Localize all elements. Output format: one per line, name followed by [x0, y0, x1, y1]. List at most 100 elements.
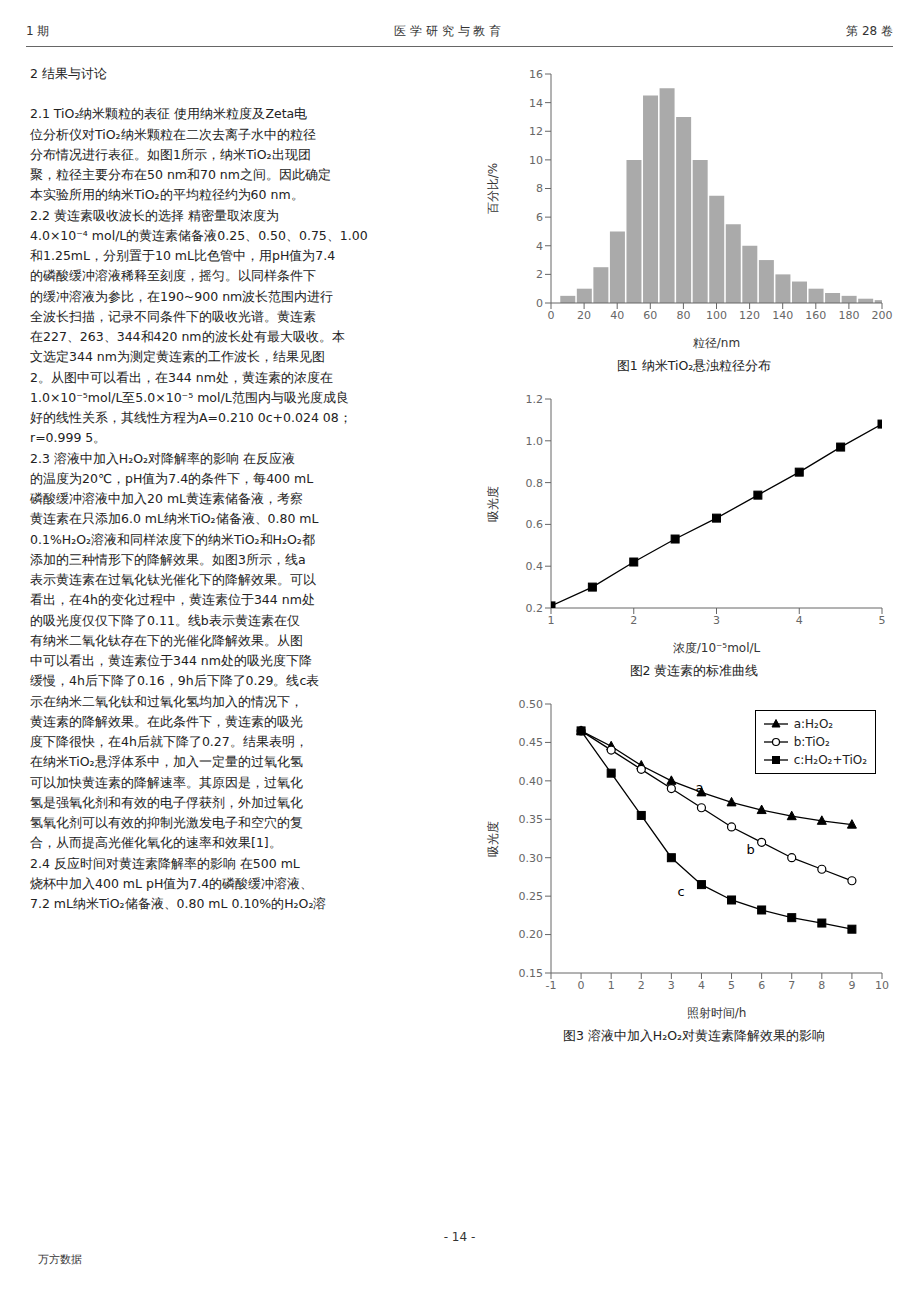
svg-text:5: 5 [879, 614, 886, 627]
html-text:全波长扫描，记录不同条件下的吸收光谱。黄连素: 全波长扫描，记录不同条件下的吸收光谱。黄连素 [30, 308, 316, 324]
svg-text:0.40: 0.40 [519, 775, 544, 788]
html-text:合，从而提高光催化氧化的速率和效果[1]。: 合，从而提高光催化氧化的速率和效果[1]。 [30, 835, 282, 851]
html-text:和1.25mL，分别置于10 mL比色管中，用pH值为7.4: 和1.25mL，分别置于10 mL比色管中，用pH值为7.4 [30, 248, 336, 263]
html-text:1 期: 1 期 [26, 23, 50, 38]
html-text:1.0×10⁻⁵mol/L至5.0×10⁻⁵ mol/L范围: 1.0×10⁻⁵mol/L至5.0×10⁻⁵ mol/L范围内与吸光度成良 [30, 389, 349, 405]
html-text:示在纳米二氧化钛和过氧化氢均加入的情况下，: 示在纳米二氧化钛和过氧化氢均加入的情况下， [30, 693, 303, 709]
svg-text:3: 3 [713, 614, 720, 627]
html-text:医 学 研 究 与 教 育: 医 学 研 究 与 教 育 [394, 23, 502, 38]
svg-text:20: 20 [577, 309, 591, 322]
svg-text:0.6: 0.6 [526, 518, 544, 531]
svg-text:1: 1 [608, 979, 615, 992]
svg-text:b: b [747, 842, 755, 857]
html-text:的温度为20℃，pH值为7.4的条件下，每400 mL: 的温度为20℃，pH值为7.4的条件下，每400 mL [30, 470, 314, 486]
svg-text:0: 0 [536, 297, 543, 310]
svg-text:0: 0 [548, 309, 555, 322]
svg-text:0.35: 0.35 [519, 813, 544, 826]
svg-text:2: 2 [638, 979, 645, 992]
html-text:表示黄连素在过氧化钛光催化下的降解效果。可以: 表示黄连素在过氧化钛光催化下的降解效果。可以 [30, 572, 316, 587]
svg-text:0.50: 0.50 [519, 698, 544, 711]
svg-text:0.30: 0.30 [519, 852, 544, 865]
html-text:有纳米二氧化钛存在下的光催化降解效果。从图: 有纳米二氧化钛存在下的光催化降解效果。从图 [30, 632, 303, 648]
svg-text:0.8: 0.8 [526, 477, 544, 490]
html-text:黄连素的降解效果。在此条件下，黄连素的吸光: 黄连素的降解效果。在此条件下，黄连素的吸光 [30, 713, 303, 729]
svg-text:8: 8 [818, 979, 825, 992]
html-text:文选定344 nm为测定黄连素的工作波长，结果见图: 文选定344 nm为测定黄连素的工作波长，结果见图 [30, 349, 325, 365]
html-text:烧杯中加入400 mL pH值为7.4的磷酸缓冲溶液、: 烧杯中加入400 mL pH值为7.4的磷酸缓冲溶液、 [30, 875, 314, 891]
html-text:氢是强氧化剂和有效的电子俘获剂，外加过氧化: 氢是强氧化剂和有效的电子俘获剂，外加过氧化 [30, 794, 303, 810]
svg-text:吸光度: 吸光度 [486, 821, 500, 857]
svg-text:4: 4 [698, 979, 705, 992]
svg-text:0.15: 0.15 [519, 967, 544, 980]
svg-text:4: 4 [536, 240, 543, 253]
svg-text:14: 14 [529, 97, 543, 110]
html-text:分布情况进行表征。如图1所示，纳米TiO₂出现团: 分布情况进行表征。如图1所示，纳米TiO₂出现团 [30, 146, 311, 162]
svg-text:c: c [677, 884, 684, 899]
svg-text:40: 40 [610, 309, 624, 322]
svg-text:粒径/nm: 粒径/nm [693, 336, 740, 350]
html-text:2.4 反应时间对黄连素降解率的影响 在500 mL: 2.4 反应时间对黄连素降解率的影响 在500 mL [30, 855, 300, 871]
html-text:缓慢，4h后下降了0.16，9h后下降了0.29。线c表: 缓慢，4h后下降了0.16，9h后下降了0.29。线c表 [30, 673, 320, 689]
html-text:添加的三种情形下的降解效果。如图3所示，线a: 添加的三种情形下的降解效果。如图3所示，线a [30, 551, 306, 567]
html-text:4.0×10⁻⁴ mol/L的黄连素储备液0.25、0.50: 4.0×10⁻⁴ mol/L的黄连素储备液0.25、0.50、0.75、1.00 [30, 227, 368, 243]
svg-text:0: 0 [578, 979, 585, 992]
svg-text:200: 200 [872, 309, 893, 322]
svg-text:6: 6 [536, 211, 543, 224]
svg-text:4: 4 [796, 614, 803, 627]
svg-text:160: 160 [805, 309, 826, 322]
html-text:2.3 溶液中加入H₂O₂对降解率的影响 在反应液: 2.3 溶液中加入H₂O₂对降解率的影响 在反应液 [30, 450, 296, 466]
svg-text:60: 60 [643, 309, 657, 322]
svg-text:0.45: 0.45 [519, 736, 544, 749]
svg-text:浓度/10⁻⁵mol/L: 浓度/10⁻⁵mol/L [673, 641, 761, 655]
svg-text:1.0: 1.0 [526, 435, 544, 448]
svg-text:2: 2 [536, 268, 543, 281]
html-text:的缓冲溶液为参比，在190~900 nm波长范围内进行: 的缓冲溶液为参比，在190~900 nm波长范围内进行 [30, 288, 334, 304]
svg-text:3: 3 [668, 979, 675, 992]
svg-text:7: 7 [788, 979, 795, 992]
html-text:2.2 黄连素吸收波长的选择 精密量取浓度为: 2.2 黄连素吸收波长的选择 精密量取浓度为 [30, 207, 279, 223]
svg-text:吸光度: 吸光度 [486, 486, 500, 522]
svg-text:10: 10 [529, 154, 543, 167]
svg-text:0.2: 0.2 [526, 602, 544, 615]
svg-text:180: 180 [838, 309, 859, 322]
svg-text:120: 120 [739, 309, 760, 322]
svg-text:8: 8 [536, 182, 543, 195]
svg-text:6: 6 [758, 979, 765, 992]
svg-text:照射时间/h: 照射时间/h [687, 1006, 747, 1020]
html-text:本实验所用的纳米TiO₂的平均粒径约为60 nm。: 本实验所用的纳米TiO₂的平均粒径约为60 nm。 [30, 187, 304, 203]
svg-text:12: 12 [529, 125, 543, 138]
html-text:的吸光度仅仅下降了0.11。线b表示黄连素在仅: 的吸光度仅仅下降了0.11。线b表示黄连素在仅 [30, 612, 300, 628]
svg-text:a: a [695, 780, 703, 795]
svg-text:16: 16 [529, 68, 543, 81]
svg-text:100: 100 [706, 309, 727, 322]
html-text:2.1 TiO₂纳米颗粒的表征 使用纳米粒度及Zeta电: 2.1 TiO₂纳米颗粒的表征 使用纳米粒度及Zeta电 [30, 106, 308, 122]
svg-text:0.4: 0.4 [526, 560, 544, 573]
html-text:2。从图中可以看出，在344 nm处，黄连素的浓度在: 2。从图中可以看出，在344 nm处，黄连素的浓度在 [30, 369, 333, 385]
svg-text:0.25: 0.25 [519, 890, 544, 903]
svg-text:10: 10 [875, 979, 889, 992]
html-text:看出，在4h的变化过程中，黄连素位于344 nm处: 看出，在4h的变化过程中，黄连素位于344 nm处 [30, 592, 315, 608]
svg-text:9: 9 [848, 979, 855, 992]
html-text:磷酸缓冲溶液中加入20 mL黄连素储备液，考察: 磷酸缓冲溶液中加入20 mL黄连素储备液，考察 [30, 491, 303, 506]
svg-text:-1: -1 [546, 979, 557, 992]
html-text:第 28 卷: 第 28 卷 [846, 23, 893, 38]
html-text:的磷酸缓冲溶液稀释至刻度，摇匀。以同样条件下: 的磷酸缓冲溶液稀释至刻度，摇匀。以同样条件下 [30, 268, 316, 284]
html-text:黄连素在只添加6.0 mL纳米TiO₂储备液、0.80 mL: 黄连素在只添加6.0 mL纳米TiO₂储备液、0.80 mL [30, 511, 319, 527]
svg-text:2: 2 [630, 614, 637, 627]
html-text:好的线性关系，其线性方程为A=0.210 0c+0.024: 好的线性关系，其线性方程为A=0.210 0c+0.024 08； [30, 410, 352, 425]
svg-text:百分比/%: 百分比/% [486, 163, 500, 214]
html-text:可以加快黄连素的降解速率。其原因是，过氧化: 可以加快黄连素的降解速率。其原因是，过氧化 [30, 774, 303, 790]
svg-text:80: 80 [676, 309, 690, 322]
html-text:位分析仪对TiO₂纳米颗粒在二次去离子水中的粒径: 位分析仪对TiO₂纳米颗粒在二次去离子水中的粒径 [30, 126, 316, 142]
html-text:0.1%H₂O₂溶液和同样浓度下的纳米TiO₂和H₂O₂都: 0.1%H₂O₂溶液和同样浓度下的纳米TiO₂和H₂O₂都 [30, 531, 315, 547]
html-text:聚，粒径主要分布在50 nm和70 nm之间。因此确定: 聚，粒径主要分布在50 nm和70 nm之间。因此确定 [30, 167, 331, 182]
html-text:r=0.999 5。: r=0.999 5。 [30, 430, 107, 446]
svg-text:5: 5 [728, 979, 735, 992]
html-text:在纳米TiO₂悬浮体系中，加入一定量的过氧化氢: 在纳米TiO₂悬浮体系中，加入一定量的过氧化氢 [30, 754, 303, 770]
svg-text:140: 140 [772, 309, 793, 322]
svg-text:1: 1 [548, 614, 555, 627]
html-text:在227、263、344和420 nm的波长处有最大吸收。本: 在227、263、344和420 nm的波长处有最大吸收。本 [30, 329, 345, 344]
html-text:2 结果与讨论: 2 结果与讨论 [30, 66, 107, 81]
svg-text:0.20: 0.20 [519, 928, 544, 941]
svg-text:1.2: 1.2 [526, 393, 544, 406]
